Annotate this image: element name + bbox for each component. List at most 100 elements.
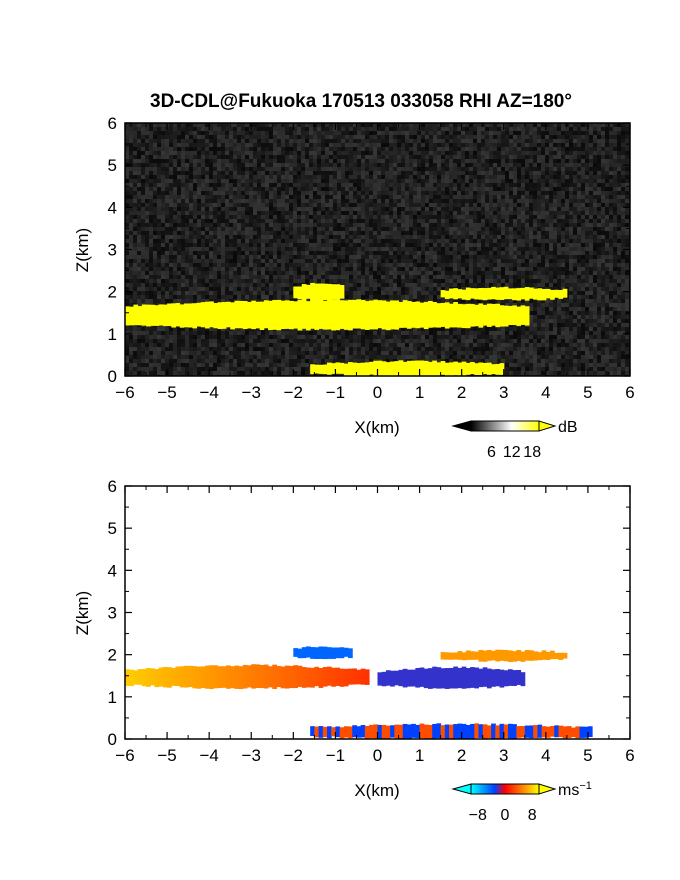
noise-cell xyxy=(477,267,481,271)
noise-cell xyxy=(313,247,317,251)
noise-cell xyxy=(297,199,301,203)
noise-cell xyxy=(145,195,149,199)
noise-cell xyxy=(173,263,177,267)
noise-cell xyxy=(537,131,541,135)
noise-cell xyxy=(573,255,577,259)
noise-cell xyxy=(265,183,269,187)
noise-cell xyxy=(157,243,161,247)
noise-cell xyxy=(305,171,309,175)
noise-cell xyxy=(181,259,185,263)
noise-cell xyxy=(185,187,189,191)
noise-cell xyxy=(297,155,301,159)
noise-cell xyxy=(173,195,177,199)
noise-cell xyxy=(289,243,293,247)
noise-cell xyxy=(317,251,321,255)
noise-cell xyxy=(169,143,173,147)
noise-cell xyxy=(613,187,617,191)
noise-cell xyxy=(433,155,437,159)
noise-cell xyxy=(525,171,529,175)
noise-cell xyxy=(417,179,421,183)
noise-cell xyxy=(605,183,609,187)
noise-cell xyxy=(273,271,277,275)
noise-cell xyxy=(357,259,361,263)
noise-cell xyxy=(177,127,181,131)
noise-cell xyxy=(309,159,313,163)
noise-cell xyxy=(589,159,593,163)
noise-cell xyxy=(305,175,309,179)
noise-cell xyxy=(405,211,409,215)
noise-cell xyxy=(193,139,197,143)
noise-cell xyxy=(325,207,329,211)
noise-cell xyxy=(293,251,297,255)
noise-cell xyxy=(149,139,153,143)
noise-cell xyxy=(129,203,133,207)
noise-cell xyxy=(625,155,629,159)
noise-cell xyxy=(309,259,313,263)
noise-cell xyxy=(153,167,157,171)
noise-cell xyxy=(181,155,185,159)
noise-cell xyxy=(277,275,281,279)
noise-cell xyxy=(585,155,589,159)
noise-cell xyxy=(605,163,609,167)
noise-cell xyxy=(125,219,129,223)
noise-cell xyxy=(625,263,629,267)
noise-cell xyxy=(293,271,297,275)
noise-cell xyxy=(501,167,505,171)
noise-cell xyxy=(225,243,229,247)
noise-cell xyxy=(305,247,309,251)
noise-cell xyxy=(157,147,161,151)
noise-cell xyxy=(257,147,261,151)
noise-cell xyxy=(521,179,525,183)
noise-cell xyxy=(361,131,365,135)
noise-cell xyxy=(537,183,541,187)
noise-cell xyxy=(333,275,337,279)
noise-cell xyxy=(589,223,593,227)
noise-cell xyxy=(245,239,249,243)
noise-cell xyxy=(549,179,553,183)
noise-cell xyxy=(613,167,617,171)
noise-cell xyxy=(133,247,137,251)
noise-cell xyxy=(565,143,569,147)
noise-cell xyxy=(297,179,301,183)
noise-cell xyxy=(245,183,249,187)
noise-cell xyxy=(241,207,245,211)
noise-cell xyxy=(205,275,209,279)
noise-cell xyxy=(597,139,601,143)
noise-cell xyxy=(329,187,333,191)
noise-cell xyxy=(605,247,609,251)
noise-cell xyxy=(313,147,317,151)
noise-cell xyxy=(245,259,249,263)
noise-cell xyxy=(465,203,469,207)
noise-cell xyxy=(525,207,529,211)
noise-cell xyxy=(421,139,425,143)
noise-cell xyxy=(257,251,261,255)
noise-cell xyxy=(405,251,409,255)
noise-cell xyxy=(445,155,449,159)
noise-cell xyxy=(153,147,157,151)
noise-cell xyxy=(133,227,137,231)
noise-cell xyxy=(185,131,189,135)
noise-cell xyxy=(145,219,149,223)
noise-cell xyxy=(593,187,597,191)
noise-cell xyxy=(197,219,201,223)
noise-cell xyxy=(577,167,581,171)
noise-cell xyxy=(133,151,137,155)
noise-cell xyxy=(285,259,289,263)
noise-cell xyxy=(393,183,397,187)
noise-cell xyxy=(145,203,149,207)
noise-cell xyxy=(429,235,433,239)
noise-cell xyxy=(609,147,613,151)
noise-cell xyxy=(213,191,217,195)
noise-cell xyxy=(505,175,509,179)
noise-cell xyxy=(401,215,405,219)
noise-cell xyxy=(125,271,129,275)
noise-cell xyxy=(425,159,429,163)
noise-cell xyxy=(441,155,445,159)
noise-cell xyxy=(309,195,313,199)
noise-cell xyxy=(589,203,593,207)
noise-cell xyxy=(553,127,557,131)
noise-cell xyxy=(449,251,453,255)
noise-cell xyxy=(257,183,261,187)
noise-cell xyxy=(229,135,233,139)
noise-cell xyxy=(277,183,281,187)
